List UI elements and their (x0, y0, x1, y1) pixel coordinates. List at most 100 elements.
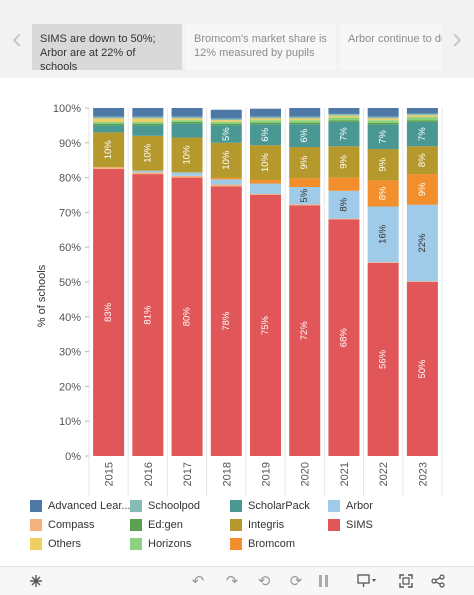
pause-icon[interactable] (314, 571, 334, 591)
legend-item[interactable]: Horizons (130, 538, 191, 550)
bar-segment[interactable] (93, 167, 125, 169)
bar-segment[interactable] (406, 281, 438, 282)
bar-segment[interactable] (289, 116, 321, 119)
bar-segment[interactable] (328, 115, 360, 118)
bar-segment[interactable] (289, 122, 321, 125)
revert-icon[interactable]: ⟲ (257, 573, 271, 590)
bar-segment[interactable] (250, 122, 281, 125)
story-point-3[interactable]: Arbor continue to do wins (340, 24, 442, 70)
bar-segment[interactable] (328, 108, 360, 114)
bar-segment[interactable] (289, 205, 321, 456)
bar-segment[interactable] (171, 137, 203, 173)
legend-item[interactable]: Compass (30, 519, 94, 531)
bar-segment[interactable] (406, 282, 438, 456)
bar-segment[interactable] (367, 118, 399, 121)
bar-segment[interactable] (171, 175, 203, 178)
bar-segment[interactable] (367, 262, 399, 456)
bar-segment[interactable] (132, 135, 164, 171)
bar-segment[interactable] (93, 168, 125, 456)
bar-segment[interactable] (328, 190, 360, 219)
bar-segment[interactable] (210, 186, 242, 457)
redo-icon[interactable]: ↷ (225, 573, 239, 590)
bar-segment[interactable] (367, 180, 399, 207)
bar-segment[interactable] (289, 118, 321, 121)
bar-segment[interactable] (250, 120, 281, 123)
bar-segment[interactable] (132, 172, 164, 175)
bar-segment[interactable] (171, 120, 203, 122)
bar-segment[interactable] (367, 124, 399, 150)
legend-item[interactable]: Bromcom (230, 538, 295, 550)
bar-segment[interactable] (171, 121, 203, 124)
bar-segment[interactable] (328, 113, 360, 116)
bar-segment[interactable] (367, 120, 399, 123)
chevron-left-icon[interactable]: ‹ (12, 22, 22, 55)
bar-segment[interactable] (93, 121, 125, 124)
share-icon[interactable] (428, 571, 448, 591)
bar-segment[interactable] (171, 116, 203, 119)
story-point-1[interactable]: SIMS are down to 50%; Arbor are at 22% o… (32, 24, 182, 70)
bar-segment[interactable] (93, 132, 125, 168)
legend-item[interactable]: Ed:gen (130, 519, 183, 531)
bar-segment[interactable] (210, 118, 242, 121)
bar-segment[interactable] (171, 123, 203, 138)
undo-icon[interactable]: ↶ (191, 573, 205, 590)
bar-segment[interactable] (250, 118, 281, 121)
bar-segment[interactable] (406, 120, 438, 122)
legend-item[interactable]: Advanced Lear... (30, 500, 131, 512)
bar-segment[interactable] (289, 108, 321, 117)
legend-item[interactable]: ScholarPack (230, 500, 310, 512)
bar-segment[interactable] (406, 204, 438, 282)
bar-segment[interactable] (93, 118, 125, 122)
bar-segment[interactable] (210, 109, 242, 119)
bar-segment[interactable] (171, 177, 203, 456)
bar-segment[interactable] (328, 177, 360, 191)
present-icon[interactable] (354, 571, 382, 591)
bar-segment[interactable] (250, 180, 281, 184)
bar-segment[interactable] (406, 115, 438, 118)
legend-item[interactable]: Others (30, 538, 81, 550)
bar-segment[interactable] (250, 124, 281, 146)
bar-segment[interactable] (367, 262, 399, 263)
bar-segment[interactable] (250, 195, 281, 456)
bar-segment[interactable] (210, 142, 242, 178)
bar-segment[interactable] (289, 186, 321, 205)
bar-segment[interactable] (367, 116, 399, 119)
bar-segment[interactable] (93, 116, 125, 119)
tableau-logo-icon[interactable] (26, 571, 46, 591)
bar-segment[interactable] (250, 108, 281, 117)
bar-segment[interactable] (328, 146, 360, 178)
bar-segment[interactable] (171, 172, 203, 176)
bar-segment[interactable] (367, 206, 399, 263)
bar-segment[interactable] (132, 118, 164, 122)
bar-segment[interactable] (406, 117, 438, 121)
bar-segment[interactable] (289, 146, 321, 179)
bar-segment[interactable] (367, 122, 399, 125)
bar-segment[interactable] (210, 179, 242, 185)
bar-segment[interactable] (171, 108, 203, 117)
bar-segment[interactable] (210, 123, 242, 126)
bar-segment[interactable] (406, 121, 438, 147)
legend-item[interactable]: Arbor (328, 500, 373, 512)
bar-segment[interactable] (93, 125, 125, 133)
bar-segment[interactable] (210, 120, 242, 122)
legend-item[interactable]: Integris (230, 519, 284, 531)
bar-segment[interactable] (132, 125, 164, 136)
bar-segment[interactable] (328, 121, 360, 147)
bar-segment[interactable] (132, 108, 164, 117)
bar-segment[interactable] (289, 120, 321, 123)
bar-segment[interactable] (250, 116, 281, 119)
bar-segment[interactable] (367, 108, 399, 117)
bar-segment[interactable] (328, 120, 360, 122)
bar-segment[interactable] (250, 183, 281, 194)
bar-segment[interactable] (289, 178, 321, 187)
bar-segment[interactable] (210, 121, 242, 124)
bar-segment[interactable] (132, 174, 164, 456)
bar-segment[interactable] (132, 121, 164, 124)
bar-segment[interactable] (406, 113, 438, 116)
bar-segment[interactable] (171, 118, 203, 121)
refresh-icon[interactable]: ⟳ (289, 573, 303, 590)
bar-segment[interactable] (210, 177, 242, 180)
legend-item[interactable]: SIMS (328, 519, 373, 531)
bar-segment[interactable] (289, 124, 321, 147)
bar-segment[interactable] (328, 219, 360, 456)
